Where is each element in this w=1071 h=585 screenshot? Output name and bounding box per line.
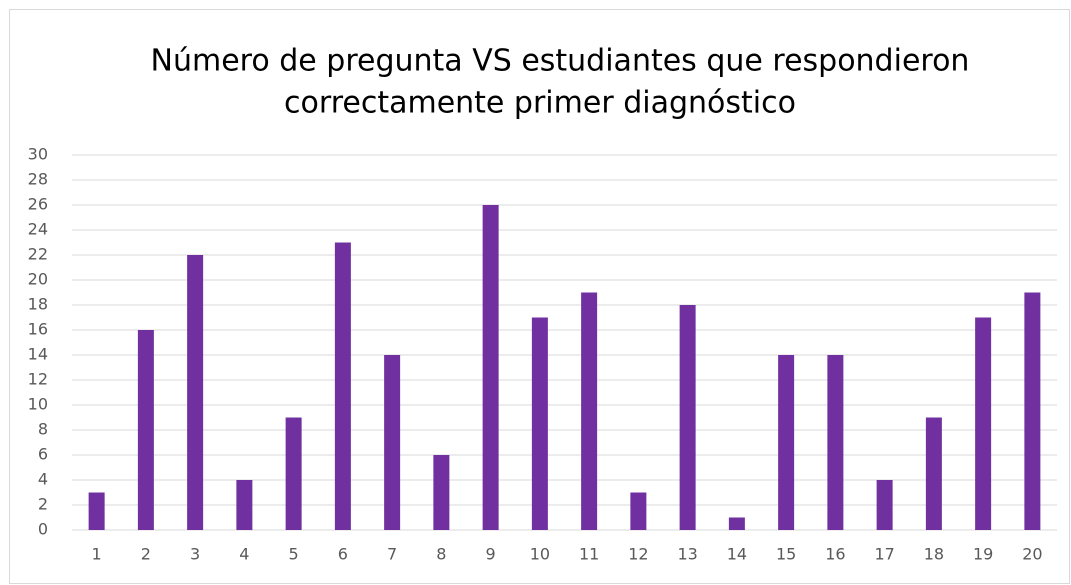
x-tick-label: 16 xyxy=(825,545,845,564)
x-tick-label: 18 xyxy=(924,545,944,564)
y-tick-label: 2 xyxy=(38,495,48,514)
y-tick-label: 30 xyxy=(28,145,48,164)
y-tick-label: 26 xyxy=(28,195,48,214)
x-tick-label: 10 xyxy=(530,545,550,564)
x-tick-label: 12 xyxy=(628,545,648,564)
y-tick-label: 24 xyxy=(28,220,48,239)
bar xyxy=(334,242,351,530)
bar xyxy=(531,317,548,530)
y-tick-label: 14 xyxy=(28,345,48,364)
bar xyxy=(285,417,302,530)
y-tick-label: 22 xyxy=(28,245,48,264)
y-tick-label: 16 xyxy=(28,320,48,339)
x-tick-label: 14 xyxy=(727,545,747,564)
bar xyxy=(137,330,154,530)
y-tick-label: 20 xyxy=(28,270,48,289)
y-tick-label: 10 xyxy=(28,395,48,414)
bar xyxy=(679,305,696,530)
y-tick-label: 28 xyxy=(28,170,48,189)
y-tick-label: 12 xyxy=(28,370,48,389)
bar xyxy=(433,455,450,530)
y-tick-label: 18 xyxy=(28,295,48,314)
x-tick-label: 8 xyxy=(436,545,446,564)
x-tick-label: 19 xyxy=(973,545,993,564)
x-tick-label: 3 xyxy=(190,545,200,564)
y-tick-label: 0 xyxy=(38,520,48,539)
y-tick-label: 8 xyxy=(38,420,48,439)
chart-title: Número de pregunta VS estudiantes que re… xyxy=(151,44,970,79)
bar xyxy=(187,255,204,530)
bar xyxy=(925,417,942,530)
bar xyxy=(827,355,844,530)
bar xyxy=(975,317,992,530)
x-tick-label: 7 xyxy=(387,545,397,564)
bar xyxy=(581,292,598,530)
bar xyxy=(630,492,647,530)
x-tick-label: 20 xyxy=(1022,545,1042,564)
bar xyxy=(236,480,253,530)
bar xyxy=(728,517,745,530)
x-tick-label: 6 xyxy=(338,545,348,564)
bar xyxy=(1024,292,1041,530)
x-tick-label: 4 xyxy=(239,545,249,564)
x-tick-label: 13 xyxy=(677,545,697,564)
x-tick-label: 17 xyxy=(874,545,894,564)
x-tick-label: 5 xyxy=(289,545,299,564)
bar xyxy=(88,492,105,530)
x-tick-label: 2 xyxy=(141,545,151,564)
x-tick-label: 1 xyxy=(92,545,102,564)
x-tick-label: 9 xyxy=(486,545,496,564)
y-tick-label: 6 xyxy=(38,445,48,464)
x-tick-label: 11 xyxy=(579,545,599,564)
bar xyxy=(482,205,499,530)
y-tick-label: 4 xyxy=(38,470,48,489)
bar xyxy=(876,480,893,530)
bar xyxy=(384,355,401,530)
x-tick-label: 15 xyxy=(776,545,796,564)
chart-title: correctamente primer diagnóstico xyxy=(284,86,796,121)
bar xyxy=(778,355,795,530)
